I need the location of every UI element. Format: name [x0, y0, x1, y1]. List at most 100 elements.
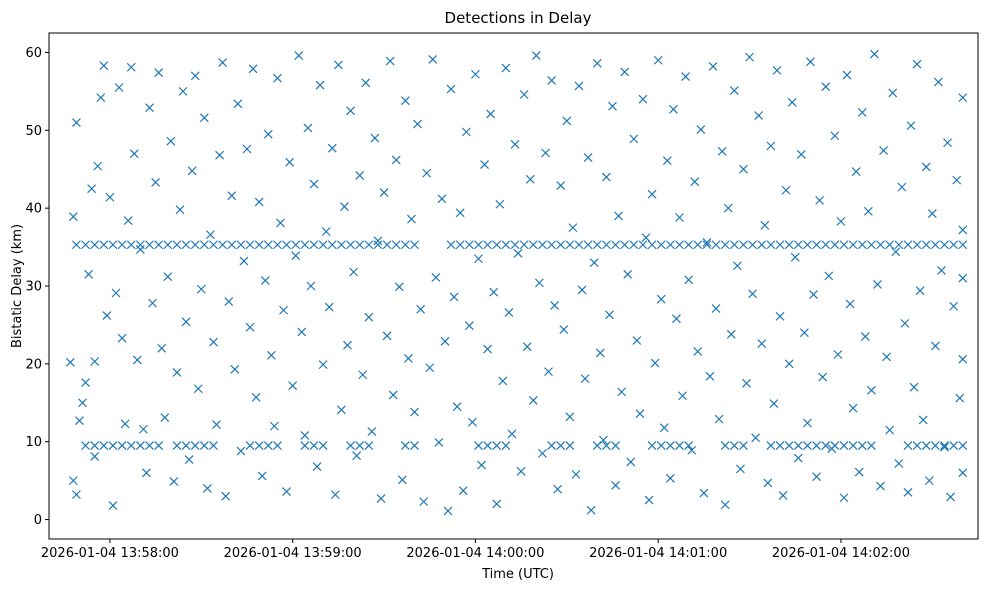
data-point	[830, 240, 840, 250]
data-point	[419, 497, 429, 507]
data-point	[620, 67, 630, 77]
data-point	[495, 199, 505, 209]
y-tick-label: 20	[25, 357, 42, 372]
data-point	[632, 336, 642, 345]
data-point	[842, 70, 852, 80]
data-point	[327, 143, 337, 153]
data-point	[108, 501, 118, 510]
y-axis: 0 10 20 30 40 50 60	[25, 46, 49, 528]
data-point	[583, 240, 593, 250]
data-point	[574, 240, 584, 250]
data-point	[717, 146, 727, 156]
data-point	[212, 420, 221, 429]
data-point	[958, 225, 968, 235]
data-point	[739, 441, 748, 451]
data-point	[556, 181, 566, 191]
data-point	[958, 240, 968, 250]
data-point	[474, 441, 483, 451]
data-point	[117, 333, 127, 343]
x-tick-label: 2026-01-04 14:02:00	[772, 546, 910, 561]
data-point	[300, 441, 310, 451]
data-point	[254, 240, 264, 250]
data-point	[166, 136, 176, 146]
data-point	[565, 240, 575, 250]
data-point	[641, 233, 651, 243]
data-point	[233, 99, 243, 109]
data-point	[946, 492, 956, 502]
data-point	[876, 481, 885, 491]
data-point	[364, 312, 374, 322]
data-point	[821, 441, 831, 451]
data-point	[309, 179, 319, 189]
data-point	[474, 240, 483, 250]
data-point	[483, 441, 493, 451]
data-point	[464, 321, 474, 331]
data-point	[507, 429, 517, 439]
data-point	[629, 240, 639, 250]
data-point	[656, 294, 666, 304]
y-tick-label: 60	[25, 46, 42, 61]
data-point	[81, 441, 90, 451]
data-point	[824, 271, 834, 281]
data-point	[379, 188, 389, 198]
data-point	[784, 441, 794, 451]
y-tick-label: 30	[25, 280, 42, 295]
data-point	[876, 240, 885, 250]
data-point	[787, 97, 797, 107]
data-point	[458, 486, 468, 496]
data-point	[504, 308, 514, 317]
data-point	[541, 148, 550, 158]
data-point	[300, 240, 310, 250]
data-point	[812, 472, 821, 482]
data-point	[190, 71, 200, 81]
data-point	[193, 384, 203, 394]
data-point	[848, 240, 858, 250]
data-point	[793, 240, 803, 250]
data-point	[723, 203, 733, 213]
data-point	[99, 441, 109, 451]
data-point	[598, 435, 608, 445]
data-point	[199, 240, 209, 250]
data-point	[321, 227, 331, 236]
data-point	[111, 288, 121, 298]
data-point	[595, 348, 605, 358]
data-point	[937, 266, 946, 275]
data-point	[382, 240, 392, 250]
data-point	[912, 59, 922, 69]
data-point	[135, 441, 145, 451]
data-point	[142, 468, 151, 478]
data-point	[803, 418, 812, 428]
data-point	[812, 441, 821, 451]
data-point	[273, 73, 282, 83]
data-point	[196, 284, 206, 294]
data-point	[492, 499, 502, 509]
data-point	[918, 415, 928, 425]
data-point	[940, 240, 949, 250]
data-point	[601, 240, 611, 250]
data-point	[882, 352, 892, 362]
data-point	[300, 431, 310, 440]
data-point	[857, 441, 867, 451]
data-point	[269, 421, 279, 431]
data-point	[662, 156, 672, 166]
data-point	[148, 298, 157, 308]
y-tick-label: 0	[34, 513, 42, 528]
data-point	[601, 172, 611, 182]
data-point	[589, 258, 599, 268]
data-point	[68, 212, 78, 222]
y-tick-label: 10	[25, 435, 42, 450]
chart-title: Detections in Delay	[445, 9, 592, 27]
data-point	[949, 301, 959, 311]
data-point	[678, 391, 687, 401]
data-point	[245, 322, 255, 332]
data-point	[263, 240, 273, 250]
data-point	[720, 500, 730, 510]
data-point	[958, 354, 968, 364]
data-point	[108, 240, 118, 250]
data-point	[699, 488, 709, 498]
data-point	[376, 494, 386, 503]
data-point	[940, 441, 949, 451]
data-point	[729, 86, 739, 96]
data-point	[757, 339, 767, 349]
